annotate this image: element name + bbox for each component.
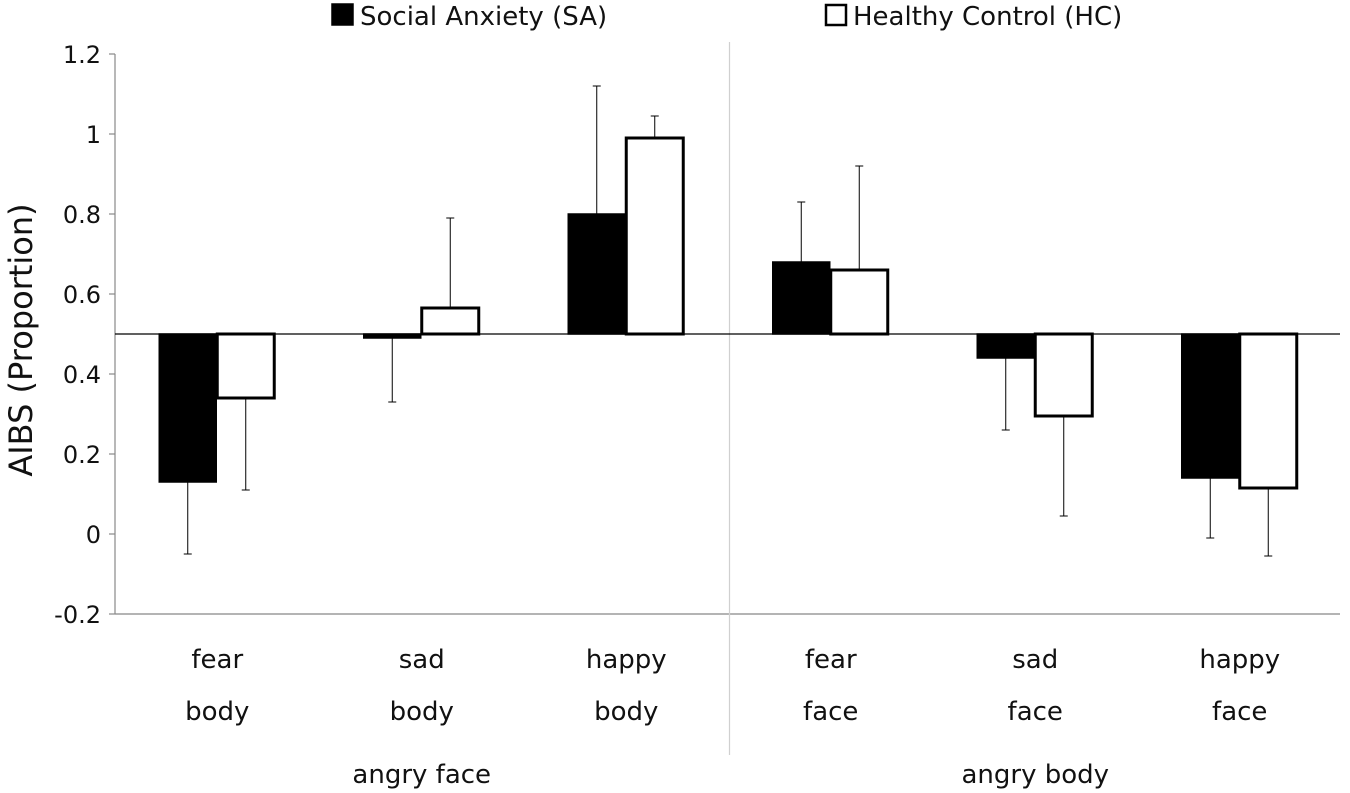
category-label-line2: body — [390, 697, 454, 727]
bar-hc — [1238, 332, 1299, 490]
category-label-line1: sad — [399, 645, 445, 675]
bar-hc — [215, 332, 276, 400]
y-tick-label: -0.2 — [54, 601, 101, 629]
y-tick-label: 0.2 — [63, 441, 101, 469]
bar-sa — [567, 213, 626, 335]
y-tick-label: 0.4 — [63, 361, 101, 389]
y-tick-label: 0.6 — [63, 281, 101, 309]
bar-hc — [420, 306, 481, 336]
category-label-line1: happy — [586, 645, 667, 675]
group-label: angry body — [961, 760, 1109, 790]
category-label-line2: face — [1008, 697, 1063, 727]
group-label: angry face — [352, 760, 491, 790]
category-label-line2: face — [803, 697, 858, 727]
y-tick-label: 1 — [86, 121, 101, 149]
y-tick-label: 0.8 — [63, 201, 101, 229]
label-layer: -0.2 0 0.2 0.4 0.6 0.8 1 1.2 fear body sad body happ… — [54, 41, 1280, 790]
category-label-line1: sad — [1012, 645, 1058, 675]
category-label-line2: body — [594, 697, 658, 727]
y-tick-label: 0 — [86, 521, 101, 549]
category-label-line2: body — [185, 697, 249, 727]
category-label-line2: face — [1212, 697, 1267, 727]
y-axis-title: AIBS (Proportion) — [2, 203, 40, 476]
bar-hc — [1033, 332, 1094, 418]
bar-layer — [115, 85, 1340, 557]
axis-layer — [109, 42, 1340, 755]
category-label-line1: happy — [1199, 645, 1280, 675]
bar-hc — [829, 268, 890, 336]
bar-sa — [772, 261, 831, 335]
category-label-line1: fear — [191, 645, 243, 675]
bar-sa — [976, 333, 1035, 359]
legend-label-hc: Healthy Control (HC) — [853, 2, 1122, 32]
y-tick-label: 1.2 — [63, 41, 101, 69]
bar-hc — [624, 136, 685, 336]
legend-label-sa: Social Anxiety (SA) — [360, 2, 607, 32]
legend-swatch-sa — [331, 3, 354, 26]
bar-sa — [1181, 333, 1240, 479]
legend: Social Anxiety (SA) Healthy Control (HC) — [331, 2, 1122, 32]
legend-swatch-hc — [824, 3, 848, 27]
category-label-line1: fear — [805, 645, 857, 675]
bar-sa — [158, 333, 217, 483]
